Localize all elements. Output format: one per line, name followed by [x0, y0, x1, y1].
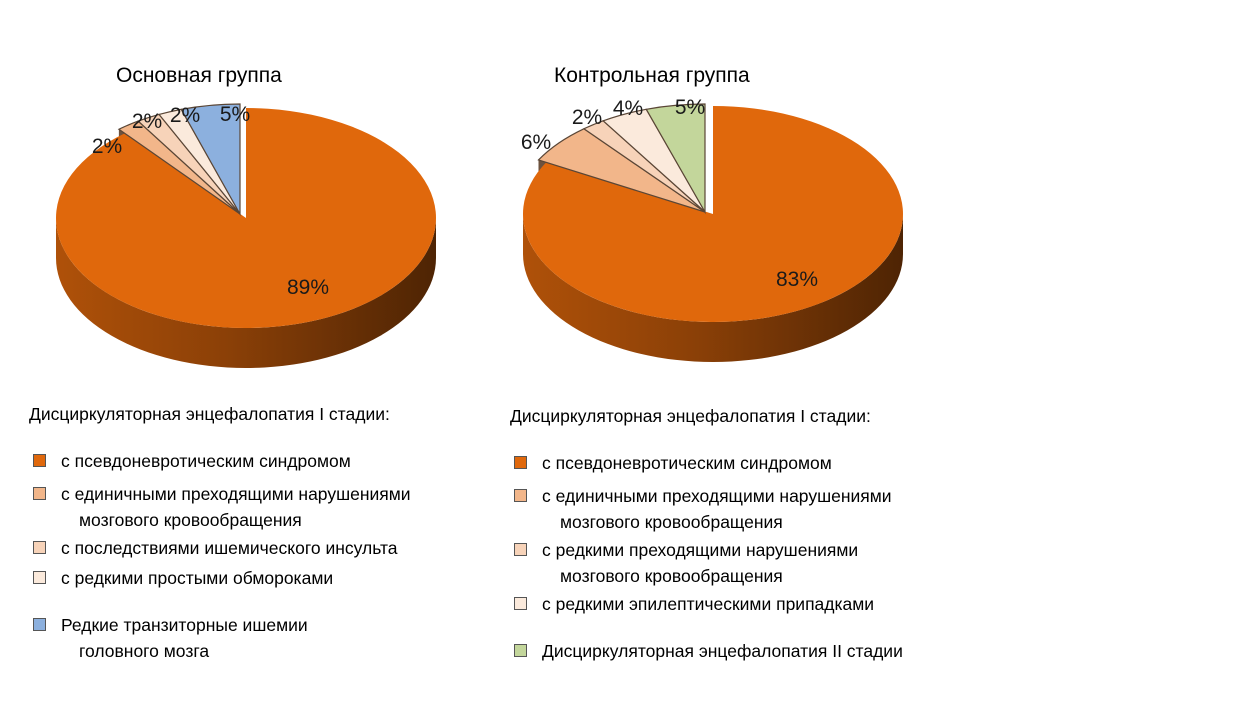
legend-swatch	[33, 541, 46, 554]
legend-label: с редкими простыми обмороками	[61, 568, 334, 588]
pie-slice-1-4	[645, 103, 706, 215]
legend-swatch	[33, 487, 46, 500]
legend-label: с редкими преходящими нарушениями	[542, 540, 859, 560]
data-label-0-4: 5%	[220, 103, 250, 126]
pie-slice-0-4	[180, 103, 241, 217]
legend-label: с последствиями ишемического инсульта	[61, 538, 398, 558]
pie-slice-0-0	[56, 108, 437, 329]
legend-item: с последствиями ишемического инсульта	[33, 535, 398, 561]
chart-title-control-group: Контрольная группа	[554, 64, 750, 87]
data-label-1-0: 83%	[776, 268, 818, 291]
legend-item: Редкие транзиторные ишемии головного мозг…	[33, 612, 308, 664]
legend-item: с редкими эпилептическими припадками	[514, 591, 874, 617]
legend-swatch	[514, 543, 527, 556]
chart-title-main-group: Основная группа	[116, 64, 282, 87]
legend-swatch	[33, 454, 46, 467]
data-label-1-3: 4%	[613, 97, 643, 120]
legend-swatch	[514, 489, 527, 502]
legend-label: с псевдоневротическим синдромом	[542, 453, 832, 473]
legend-label: с единичными преходящими нарушениями	[542, 486, 892, 506]
legend-swatch	[514, 597, 527, 610]
legend-item: с псевдоневротическим синдромом	[514, 450, 832, 476]
legend-item: с редкими простыми обмороками	[33, 565, 333, 591]
legend-swatch	[514, 644, 527, 657]
data-label-1-1: 6%	[521, 131, 551, 154]
pie-chart-1: 83% 6% 2% 4% 5%	[521, 96, 903, 362]
data-label-0-3: 2%	[170, 104, 200, 127]
pie-slice-1-0	[523, 106, 903, 323]
legend-swatch	[33, 618, 46, 631]
legend-heading-main-group: Дисциркуляторная энцефалопатия I стадии:	[29, 404, 390, 424]
legend-heading-control-group: Дисциркуляторная энцефалопатия I стадии:	[510, 406, 871, 426]
legend-item: с единичными преходящими нарушениями мозг…	[33, 481, 411, 533]
data-label-0-0: 89%	[287, 276, 329, 299]
legend-item: с единичными преходящими нарушениями мозг…	[514, 483, 892, 535]
data-label-1-2: 2%	[572, 106, 602, 129]
legend-label: головного мозга	[79, 641, 210, 661]
legend-label: Дисциркуляторная энцефалопатия II стадии	[542, 641, 903, 661]
pie-slice-side-0-0	[56, 218, 436, 368]
legend-item: с псевдоневротическим синдромом	[33, 448, 351, 474]
pie-slice-side-1-0	[523, 214, 903, 362]
pie-chart-0: 89% 2% 2% 2% 5%	[56, 103, 437, 368]
legend-swatch	[33, 571, 46, 584]
legend-label: Редкие транзиторные ишемии	[61, 615, 308, 635]
legend-label: с редкими эпилептическими припадками	[542, 594, 875, 614]
legend-item: Дисциркуляторная энцефалопатия II стадии	[514, 638, 903, 664]
legend-label: мозгового кровообращения	[560, 512, 783, 532]
legend-label: с единичными преходящими нарушениями	[61, 484, 411, 504]
legend-item: с редкими преходящими нарушениями мозгово…	[514, 537, 858, 589]
legend-label: с псевдоневротическим синдромом	[61, 451, 351, 471]
legend-swatch	[514, 456, 527, 469]
data-label-1-4: 5%	[675, 96, 705, 119]
data-label-0-1: 2%	[92, 135, 122, 158]
legend-label: мозгового кровообращения	[79, 510, 302, 530]
data-label-0-2: 2%	[132, 110, 162, 133]
legend-label: мозгового кровообращения	[560, 566, 783, 586]
